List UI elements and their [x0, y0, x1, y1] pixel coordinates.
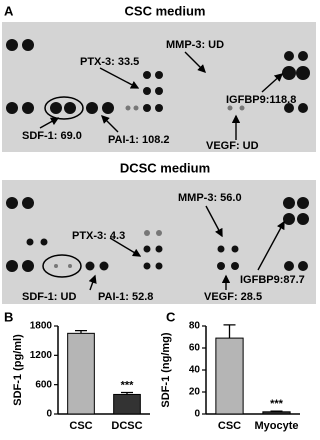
y-tick-label: 80: [189, 321, 201, 332]
y-tick-label: 600: [35, 379, 52, 390]
blot-label: SDF-1: 69.0: [22, 130, 82, 142]
panel-label: C: [166, 309, 176, 324]
significance-label: ***: [121, 379, 135, 391]
blot-label: MMP-3: UD: [166, 39, 224, 51]
bar: [113, 393, 141, 415]
blot-label: SDF-1: UD: [22, 291, 76, 303]
y-tick-label: 20: [189, 387, 201, 398]
blot-label: MMP-3: 56.0: [178, 192, 242, 204]
arrow: [184, 51, 206, 73]
bar: [67, 332, 95, 415]
blot-label: VEGF: UD: [206, 140, 259, 152]
x-tick-label: DCSC: [111, 420, 142, 432]
x-tick-label: Myocyte: [254, 420, 298, 432]
highlight-circle: [44, 96, 84, 120]
y-tick-label: 1200: [30, 350, 53, 361]
arrow: [257, 220, 285, 271]
error-bar: [270, 410, 283, 412]
y-tick-label: 40: [189, 365, 201, 376]
panel-label: A: [4, 3, 14, 18]
arrow: [101, 115, 119, 133]
arrow: [88, 274, 97, 291]
error-bar: [75, 329, 87, 334]
blot-membrane: [2, 180, 316, 304]
bar: [215, 337, 244, 415]
y-tick-label: 60: [189, 343, 201, 354]
x-tick-label: CSC: [69, 420, 92, 432]
blot-label: PTX-3: 33.5: [80, 56, 139, 68]
blot-label: PTX-3: 4.3: [72, 230, 125, 242]
y-tick-label: 0: [194, 409, 200, 420]
blot-label: IGFBP9:118.8: [226, 94, 296, 106]
error-bar: [121, 391, 133, 395]
arrow: [109, 237, 142, 257]
arrow: [261, 73, 284, 93]
blot-title: CSC medium: [125, 3, 206, 18]
y-tick-label: 1800: [30, 321, 53, 332]
panel-label: B: [4, 309, 13, 324]
arrow: [205, 205, 223, 238]
x-tick-label: CSC: [218, 420, 241, 432]
blot-label: PAI-1: 52.8: [98, 291, 153, 303]
blot-label: VEGF: 28.5: [204, 291, 262, 303]
blot-spots: [6, 197, 309, 272]
bar: [262, 411, 291, 415]
arrow: [39, 117, 60, 129]
blot-title: DCSC medium: [120, 160, 210, 175]
y-axis-label: SDF-1 (pg/ml): [12, 334, 24, 406]
y-axis-label: SDF-1 (ng/mg): [160, 332, 172, 407]
blot-label: PAI-1: 108.2: [108, 134, 170, 146]
highlight-circle: [42, 254, 82, 278]
error-bar: [223, 324, 236, 339]
blot-spots: [6, 39, 310, 114]
blot-label: IGFBP9:87.7: [240, 274, 305, 286]
y-tick-label: 0: [46, 409, 52, 420]
arrow: [99, 67, 140, 89]
significance-label: ***: [270, 398, 284, 410]
